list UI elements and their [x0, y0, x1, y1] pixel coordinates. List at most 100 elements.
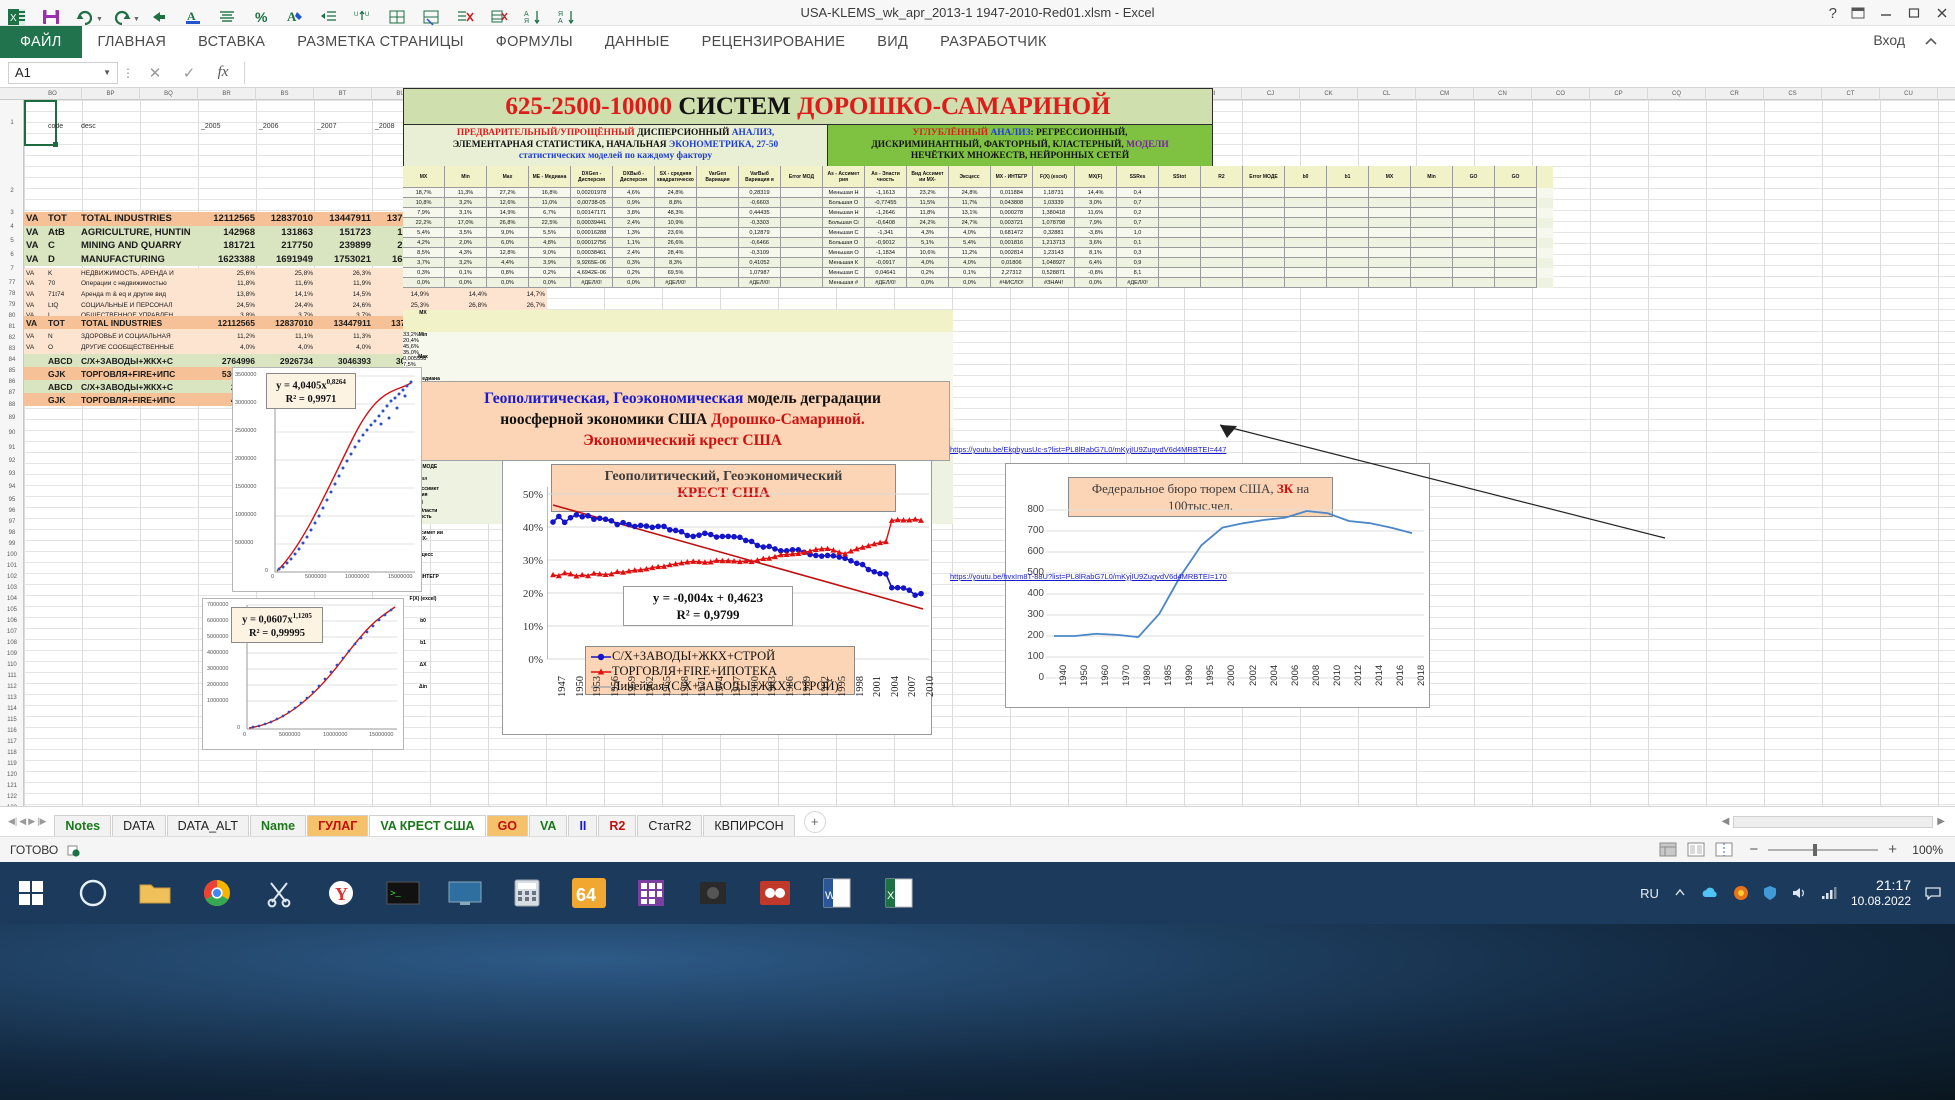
row-header-109[interactable]: 109	[6, 651, 17, 657]
tray-up-arrow-icon[interactable]	[1673, 886, 1687, 900]
collapse-ribbon-icon[interactable]	[1923, 34, 1939, 50]
monitor-app-icon[interactable]	[434, 862, 496, 924]
add-sheet-button[interactable]: +	[803, 810, 826, 833]
grid-app-icon[interactable]	[620, 862, 682, 924]
percent-style-icon[interactable]: %	[244, 0, 278, 34]
ribbon-tab-4[interactable]: ФОРМУЛЫ	[495, 34, 573, 50]
network-icon[interactable]	[1821, 886, 1837, 900]
row-header-115[interactable]: 115	[7, 717, 17, 723]
last-sheet-icon[interactable]: |▶	[37, 816, 47, 826]
row-header-102[interactable]: 102	[6, 574, 17, 580]
zoom-level-label[interactable]: 100%	[1912, 842, 1943, 857]
row-header-84[interactable]: 84	[8, 357, 16, 363]
ribbon-tab-2[interactable]: ВСТАВКА	[198, 34, 266, 50]
notification-center-icon[interactable]	[1925, 886, 1941, 900]
row-header-106[interactable]: 106	[6, 618, 17, 624]
row-header-105[interactable]: 105	[6, 607, 17, 613]
row-header-93[interactable]: 93	[8, 471, 16, 477]
table-row[interactable]: VA LtQ СОЦИАЛЬНЫЕ И ПЕРСОНАЛ 24,5% 24,4% 24,6…	[24, 299, 547, 311]
taskbar-clock[interactable]: 21:17 10.08.2022	[1851, 877, 1911, 909]
signin-label[interactable]: Вход	[1873, 32, 1905, 48]
windows-start-icon[interactable]	[0, 862, 62, 924]
youtube-link-1[interactable]: https://youtu.be/hvxIm8T-88U?list=PL8lRa…	[950, 572, 1227, 581]
ribbon-tab-0[interactable]: ФАЙЛ	[0, 26, 82, 58]
column-header-BQ[interactable]: BQ	[140, 88, 198, 100]
row-header-94[interactable]: 94	[8, 484, 16, 490]
help-icon[interactable]: ?	[1828, 4, 1837, 22]
snip-tool-icon[interactable]	[248, 862, 310, 924]
sheet-tab-9[interactable]: R2	[598, 814, 637, 837]
ana1-row[interactable]: 3,7% 3,2% 4,4% 3,9% 9,9265E-06 0,3% 8,3% 0,4105…	[403, 258, 1553, 268]
zoom-out-button[interactable]: −	[1749, 841, 1759, 858]
enter-icon[interactable]: ✓	[182, 64, 196, 82]
yandex-browser-icon[interactable]: Y	[310, 862, 372, 924]
ribbon-tab-8[interactable]: РАЗРАБОТЧИК	[940, 34, 1047, 50]
row-header-82[interactable]: 82	[8, 335, 16, 341]
ribbon-tab-7[interactable]: ВИД	[877, 34, 909, 50]
prev-sheet-icon[interactable]: ◀	[19, 816, 27, 826]
page-break-view-icon[interactable]	[1715, 842, 1733, 858]
row-header-83[interactable]: 83	[8, 346, 16, 352]
column-header-BP[interactable]: BP	[82, 88, 140, 100]
row-header-5[interactable]: 5	[10, 238, 14, 244]
first-sheet-icon[interactable]: ◀|	[8, 816, 18, 826]
record-macro-icon[interactable]	[66, 843, 80, 857]
terminal-icon[interactable]: >_	[372, 862, 434, 924]
row-header-100[interactable]: 100	[6, 552, 17, 558]
row-header-96[interactable]: 96	[8, 508, 16, 514]
row-header-81[interactable]: 81	[8, 324, 16, 330]
table-row[interactable]: VA 71t74 Аренда m & eq и другие вид 13,8% 14…	[24, 289, 547, 300]
64-app-icon[interactable]: 64	[558, 862, 620, 924]
row-header-116[interactable]: 116	[7, 728, 17, 734]
volume-icon[interactable]	[1791, 886, 1807, 900]
row-header-107[interactable]: 107	[6, 629, 17, 635]
row-header-1[interactable]: 1	[10, 120, 14, 126]
zoom-slider[interactable]	[1768, 843, 1879, 856]
sheet-tab-11[interactable]: КВПИРСОН	[703, 814, 795, 837]
ana1-row[interactable]: 0,0% 0,0% 0,0% 0,0% #ДЕЛ/0! 0,0% #ДЕЛ/0! #ДЕЛ/0…	[403, 278, 1553, 288]
tab-scroll-right-icon[interactable]: ▶	[1937, 816, 1945, 827]
row-header-86[interactable]: 86	[8, 379, 16, 385]
row-header-89[interactable]: 89	[8, 415, 16, 421]
redo-dropdown-caret[interactable]: ▼	[132, 16, 140, 23]
sheet-tab-1[interactable]: DATA	[112, 814, 166, 837]
row-header-80[interactable]: 80	[8, 313, 16, 319]
ana1-row[interactable]: 4,2% 2,0% 6,0% 4,8% 0,00012756 1,1% 26,6% -0,64…	[403, 238, 1553, 248]
tray-language-label[interactable]: RU	[1640, 885, 1659, 901]
font-color-icon[interactable]: A	[176, 0, 210, 34]
column-header-CQ[interactable]: CQ	[1648, 88, 1706, 100]
row-header-78[interactable]: 78	[8, 291, 16, 297]
ana1-row[interactable]: 5,4% 3,5% 9,0% 5,5% 0,00016288 1,3% 23,6% 0,128…	[403, 228, 1553, 238]
calculator-icon[interactable]	[496, 862, 558, 924]
sheet-tab-8[interactable]: II	[568, 814, 598, 837]
cross-chart[interactable]: Геополитический, Геоэкономический КРЕСТ …	[502, 460, 936, 735]
dark-app-icon[interactable]	[682, 862, 744, 924]
shield-icon[interactable]	[1763, 885, 1777, 901]
column-header-BS[interactable]: BS	[256, 88, 314, 100]
sheet-tab-4[interactable]: ГУЛАГ	[307, 814, 369, 837]
power-fit-upper-chart[interactable]: y = 4,0405x0,8264 R² = 0,9971 3500000 30…	[232, 367, 422, 592]
ana1-row[interactable]: 0,3% 0,1% 0,8% 0,2% 4,6942E-06 0,2% 69,5% 1,079…	[403, 268, 1553, 278]
redo-icon[interactable]	[105, 0, 139, 34]
row-header-117[interactable]: 117	[7, 739, 17, 745]
column-header-CV[interactable]: CV	[1938, 88, 1955, 100]
power-fit-lower-chart[interactable]: y = 0,0607x1,1205 R² = 0,99995 7000000 6…	[202, 598, 404, 750]
row-header-112[interactable]: 112	[7, 684, 17, 690]
sheet-tab-3[interactable]: Name	[250, 814, 307, 837]
insert-function-icon[interactable]: fx	[217, 64, 229, 80]
legend-item-1[interactable]: ТОРГОВЛЯ+FIRE+ИПОТЕКА	[590, 664, 850, 679]
chrome-icon[interactable]	[186, 862, 248, 924]
column-header-CP[interactable]: CP	[1590, 88, 1648, 100]
row-header-114[interactable]: 114	[7, 706, 17, 712]
legend-item-0[interactable]: С/Х+ЗАВОДЫ+ЖКХ+СТРОЙ	[590, 649, 850, 664]
format-painter-icon[interactable]: A	[278, 0, 312, 34]
row-header-85[interactable]: 85	[8, 368, 16, 374]
horizontal-scrollbar[interactable]	[1733, 815, 1934, 828]
prison-chart[interactable]: Федеральное бюро тюрем США, ЗК на 100тыс…	[1005, 463, 1430, 708]
row-header-121[interactable]: 121	[6, 783, 17, 789]
back-arrow-icon[interactable]	[142, 0, 176, 34]
row-header-120[interactable]: 120	[6, 772, 17, 778]
ana1-row[interactable]: 10,8% 3,2% 12,6% 11,0% 0,00738-05 0,9% 8,8% -0,…	[403, 198, 1553, 208]
onedrive-icon[interactable]	[1701, 886, 1719, 900]
